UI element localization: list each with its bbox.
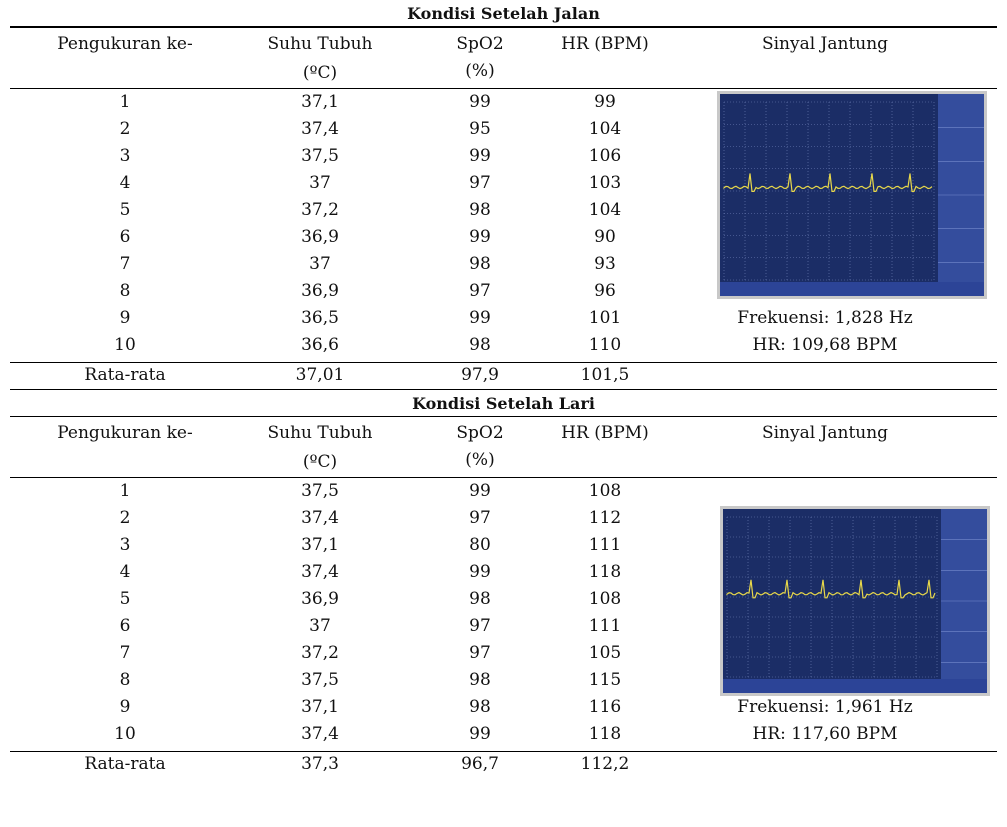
table-rule xyxy=(10,477,997,478)
header-spo2: SpO2 xyxy=(456,34,504,54)
average-row: Rata-rata 37,3 96,7 112,2 xyxy=(84,754,630,774)
table-row: 6 37 97 111 xyxy=(119,616,622,636)
table-row: 3 37,5 99 106 xyxy=(119,146,622,166)
table-row: 4 37 97 103 xyxy=(119,173,622,193)
hr-result-label: HR: 109,68 BPM xyxy=(752,335,898,355)
frequency-label: Frekuensi: 1,828 Hz xyxy=(737,308,913,328)
ecg-waveform-image xyxy=(723,509,987,693)
results-table: Kondisi Setelah Jalan Pengukuran ke- Suh… xyxy=(10,0,997,778)
table-row: 8 37,5 98 115 xyxy=(119,670,622,690)
header-spo2-unit: (%) xyxy=(465,450,495,470)
average-row: Rata-rata 37,01 97,9 101,5 xyxy=(84,365,630,385)
header-temp-unit: (ºC) xyxy=(302,63,338,83)
table-rule xyxy=(10,26,997,28)
ecg-waveform-image xyxy=(720,94,984,296)
column-header-row: Pengukuran ke- Suhu Tubuh (ºC) SpO2 (%) … xyxy=(10,417,997,477)
header-signal: Sinyal Jantung xyxy=(761,423,889,443)
table-row: 7 37,2 97 105 xyxy=(119,643,622,663)
column-header-row: Pengukuran ke- Suhu Tubuh (ºC) SpO2 (%) … xyxy=(10,28,997,88)
table-row: 3 37,1 80 111 xyxy=(119,535,622,555)
header-signal: Sinyal Jantung xyxy=(761,34,889,54)
header-temp: Suhu Tubuh xyxy=(267,423,373,443)
table-row: 6 36,9 99 90 xyxy=(119,227,616,247)
table-row: 5 36,9 98 108 xyxy=(119,589,622,609)
oscilloscope-photo xyxy=(720,506,990,696)
table-row: 2 37,4 95 104 xyxy=(119,119,622,139)
header-measure: Pengukuran ke- xyxy=(57,423,193,443)
table-rule xyxy=(10,362,997,363)
oscilloscope-photo xyxy=(717,91,987,299)
table-row: 10 36,6 98 110 HR: 109,68 BPM xyxy=(10,332,997,359)
hr-result-label: HR: 117,60 BPM xyxy=(752,724,898,744)
header-temp-unit: (ºC) xyxy=(302,452,338,472)
table-rule xyxy=(10,751,997,752)
header-measure: Pengukuran ke- xyxy=(57,34,193,54)
table-row: 5 37,2 98 104 xyxy=(119,200,622,220)
table-rule xyxy=(10,88,997,89)
header-spo2-unit: (%) xyxy=(465,61,495,81)
data-rows: 1 37,1 99 99 2 37,4 95 104 3 37,5 99 106 4 37 97 103… xyxy=(10,89,997,362)
data-rows: 1 37,5 99 108 2 37,4 97 112 3 37,1 80 111 4 37,4 99… xyxy=(10,478,997,751)
header-hr: HR (BPM) xyxy=(561,34,649,54)
table-row: 2 37,4 97 112 xyxy=(119,508,622,528)
header-temp: Suhu Tubuh xyxy=(267,34,373,54)
table-row: 1 37,5 99 108 xyxy=(119,481,622,501)
header-spo2: SpO2 xyxy=(456,423,504,443)
table-row: 10 37,4 99 118 HR: 117,60 BPM xyxy=(10,721,997,748)
table-row: 9 36,5 99 101 Frekuensi: 1,828 Hz xyxy=(10,305,997,332)
frequency-label: Frekuensi: 1,961 Hz xyxy=(737,697,913,717)
table-row: 9 37,1 98 116 Frekuensi: 1,961 Hz xyxy=(10,694,997,721)
table-rule xyxy=(10,416,997,417)
section-title-walk: Kondisi Setelah Jalan xyxy=(407,4,600,23)
table-row: 7 37 98 93 xyxy=(119,254,616,274)
table-row: 1 37,1 99 99 xyxy=(119,92,616,112)
section-title-run: Kondisi Setelah Lari xyxy=(10,389,997,416)
header-hr: HR (BPM) xyxy=(561,423,649,443)
table-row: 8 36,9 97 96 xyxy=(119,281,616,301)
table-row: 4 37,4 99 118 xyxy=(119,562,622,582)
